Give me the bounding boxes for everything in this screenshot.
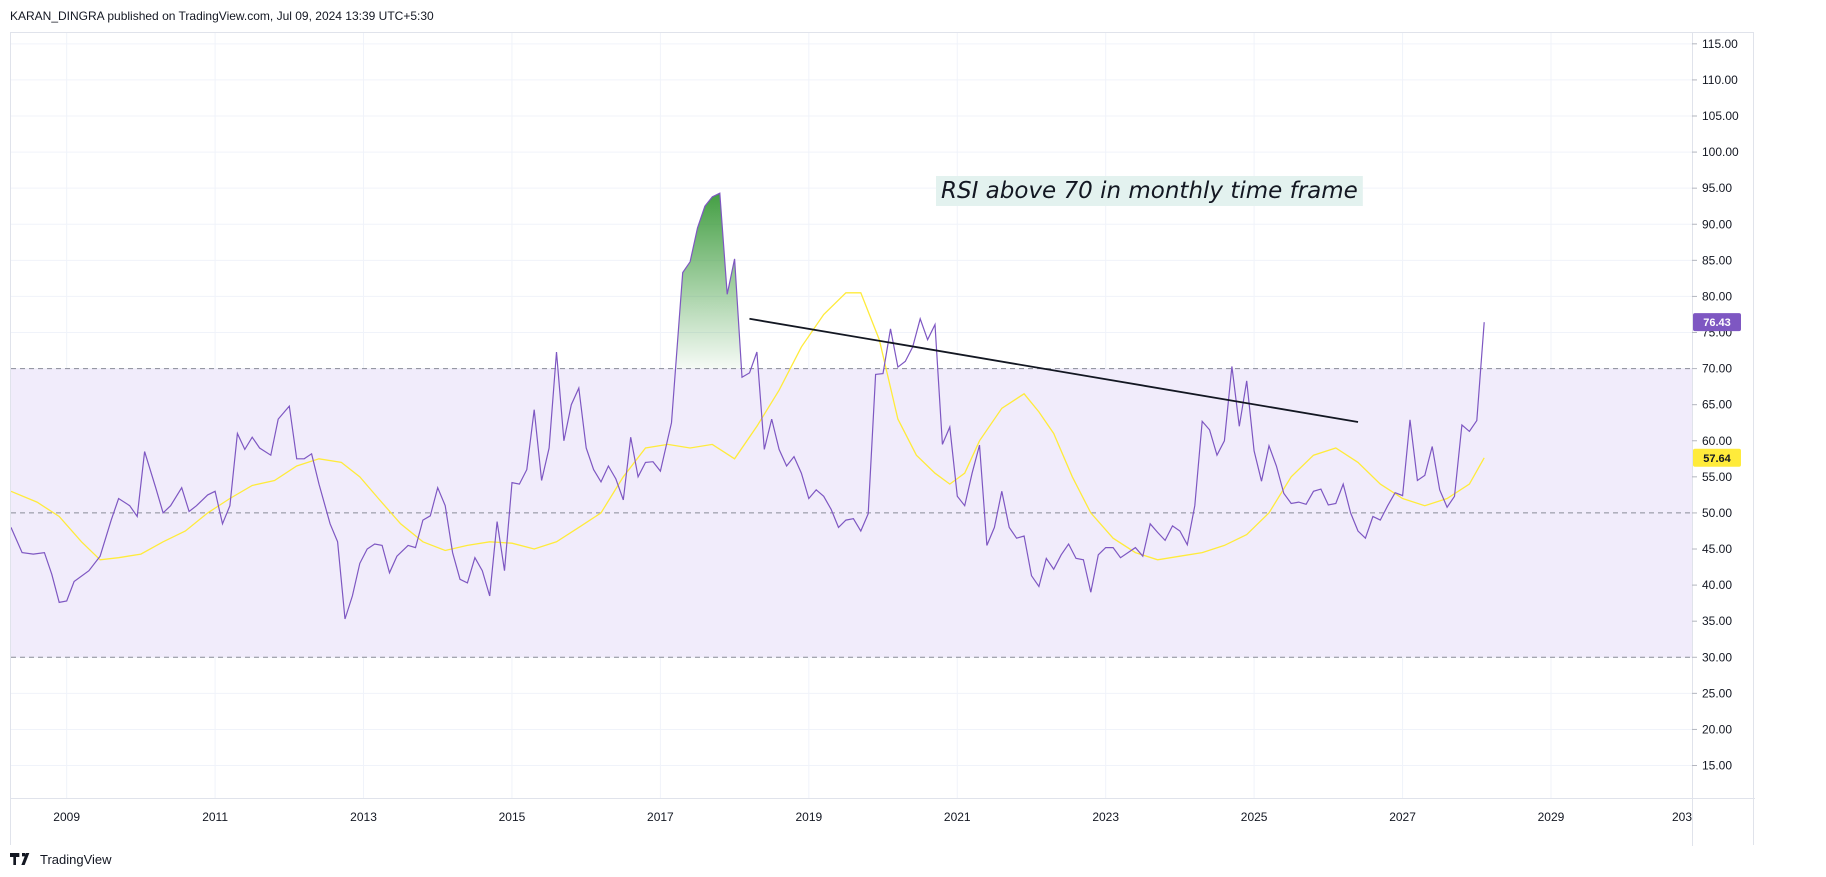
y-tick-label: 85.00 (1702, 253, 1732, 267)
y-tick-label: 90.00 (1702, 217, 1732, 231)
x-tick-label: 2017 (647, 810, 674, 824)
y-tick-label: 95.00 (1702, 181, 1732, 195)
tradingview-logo-icon[interactable] (10, 853, 34, 865)
y-tick-label: 105.00 (1702, 109, 1739, 123)
x-tick-label: 2025 (1241, 810, 1268, 824)
rsi-ma-line (11, 292, 1485, 561)
y-tick-label: 110.00 (1702, 73, 1738, 87)
x-tick-label: 2015 (499, 810, 526, 824)
y-tick-label: 20.00 (1702, 722, 1732, 736)
y-tick-label: 30.00 (1702, 650, 1732, 664)
y-tick-label: 65.00 (1702, 398, 1732, 412)
x-tick-label: 2029 (1538, 810, 1565, 824)
chart-pane[interactable]: RSI above 70 in monthly time frame 115.00… (10, 32, 1755, 846)
y-tick-label: 50.00 (1702, 506, 1732, 520)
y-tick-label: 15.00 (1702, 759, 1732, 773)
x-tick-label: 2027 (1389, 810, 1416, 824)
x-tick-label: 2023 (1092, 810, 1119, 824)
y-tick-label: 80.00 (1702, 289, 1732, 303)
rsi-ma-last-value-badge-background (1693, 448, 1741, 467)
y-tick-label: 70.00 (1702, 362, 1732, 376)
overbought-fill (675, 193, 742, 369)
footer-brand: TradingView (40, 851, 112, 867)
y-tick-label: 35.00 (1702, 614, 1732, 628)
x-tick-label: 2019 (795, 810, 822, 824)
x-tick-label: 2013 (350, 810, 377, 824)
x-tick-label: 203 (1672, 810, 1692, 824)
trendline[interactable] (749, 317, 1359, 423)
footer: TradingView (10, 850, 112, 868)
x-tick-label: 2021 (944, 810, 971, 824)
y-tick-label: 25.00 (1702, 686, 1732, 700)
y-tick-label: 45.00 (1702, 542, 1732, 556)
y-tick-label: 55.00 (1702, 470, 1732, 484)
y-tick-label: 115.00 (1702, 37, 1738, 51)
rsi-last-value-badge-background (1693, 313, 1741, 332)
y-tick-label: 100.00 (1702, 145, 1739, 159)
x-tick-label: 2011 (202, 810, 228, 824)
rsi-last-value-badge: 76.43 (1703, 317, 1731, 329)
publish-info: KARAN_DINGRA published on TradingView.co… (10, 9, 434, 23)
chart-annotation[interactable]: RSI above 70 in monthly time frame (941, 178, 1358, 204)
x-tick-label: 2009 (53, 810, 80, 824)
y-tick-label: 60.00 (1702, 434, 1732, 448)
rsi-ma-last-value-badge: 57.64 (1703, 453, 1731, 465)
annotation-background (936, 176, 1363, 206)
y-tick-label: 40.00 (1702, 578, 1732, 592)
rsi-chart[interactable]: RSI above 70 in monthly time frame 115.00… (11, 33, 1755, 846)
